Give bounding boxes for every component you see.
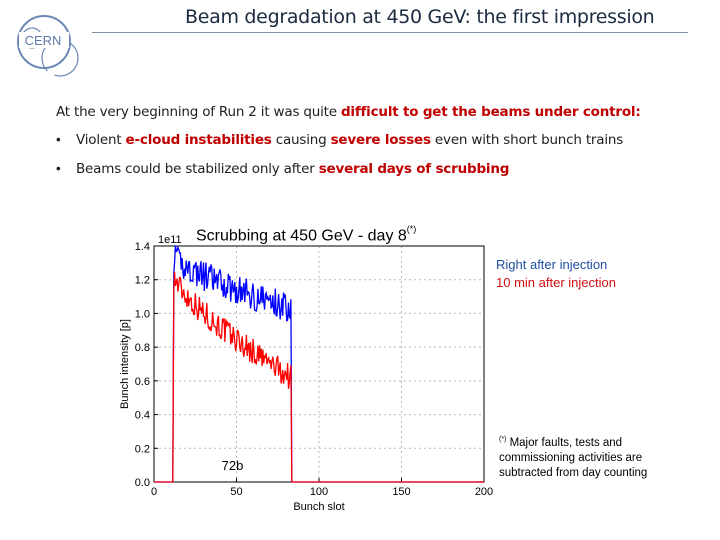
- cern-logo-text: CERN: [25, 33, 62, 48]
- bullet-1-highlight-a: e-cloud instabilities: [125, 132, 272, 148]
- chart-title-sup: (*): [406, 224, 417, 234]
- x-tick-label-3: 150: [392, 486, 410, 498]
- bullet-1-text-b: causing: [271, 132, 331, 148]
- bullet-item-2: Beams could be stabilized only after sev…: [76, 161, 509, 177]
- y-tick-label-7: 1.4: [135, 241, 150, 253]
- y-tick-label-0: 0.0: [135, 477, 150, 489]
- x-axis-label: Bunch slot: [293, 501, 344, 513]
- y-axis-label: Bunch intensity [p]: [119, 319, 131, 409]
- y-tick-label-1: 0.2: [135, 443, 150, 455]
- footnote-sup: (*): [499, 436, 507, 443]
- bullet-2-text-a: Beams could be stabilized only after: [76, 161, 319, 177]
- intro-text: At the very beginning of Run 2 it was qu…: [56, 104, 641, 120]
- legend-entry-blue: Right after injection: [496, 257, 607, 272]
- footnote: (*) Major faults, tests and commissionin…: [499, 432, 689, 481]
- cern-logo: CERN: [10, 8, 92, 90]
- chart-title-text: Scrubbing at 450 GeV - day 8: [196, 227, 407, 245]
- x-tick-label-0: 0: [151, 486, 157, 498]
- y-tick-label-4: 0.8: [135, 342, 150, 354]
- bullet-marker-1: •: [56, 132, 61, 147]
- intro-highlight: difficult to get the beams under control…: [340, 104, 641, 120]
- y-tick-label-5: 1.0: [135, 308, 150, 320]
- intro-prefix: At the very beginning of Run 2 it was qu…: [56, 104, 341, 120]
- footnote-text: Major faults, tests and commissioning ac…: [499, 436, 648, 479]
- bullet-item-1: Violent e-cloud instabilities causing se…: [76, 132, 623, 148]
- legend-entry-red: 10 min after injection: [496, 275, 616, 290]
- series-line-red: [154, 271, 484, 483]
- chart-title: Scrubbing at 450 GeV - day 8(*): [196, 224, 417, 245]
- legend-label-red: 10 min after injection: [496, 275, 616, 290]
- y-multiplier: 1e11: [158, 234, 182, 246]
- x-tick-label-2: 100: [310, 486, 328, 498]
- series-line-blue: [154, 245, 484, 483]
- legend-label-blue: Right after injection: [496, 257, 608, 272]
- y-tick-label-2: 0.4: [135, 410, 150, 422]
- x-tick-label-4: 200: [475, 486, 493, 498]
- y-tick-label-3: 0.6: [135, 376, 150, 388]
- bullet-1-highlight-b: severe losses: [330, 132, 431, 148]
- chart-annotation-72b: 72b: [222, 458, 244, 473]
- bullet-1-text-c: even with short bunch trains: [430, 132, 624, 148]
- x-tick-label-1: 50: [230, 486, 242, 498]
- title-divider: [92, 32, 688, 33]
- page-title: Beam degradation at 450 GeV: the first i…: [185, 6, 655, 28]
- y-tick-label-6: 1.2: [135, 275, 150, 287]
- bullet-marker-2: •: [56, 161, 61, 176]
- bullet-2-highlight-a: several days of scrubbing: [318, 161, 510, 177]
- bullet-1-text-a: Violent: [76, 132, 126, 148]
